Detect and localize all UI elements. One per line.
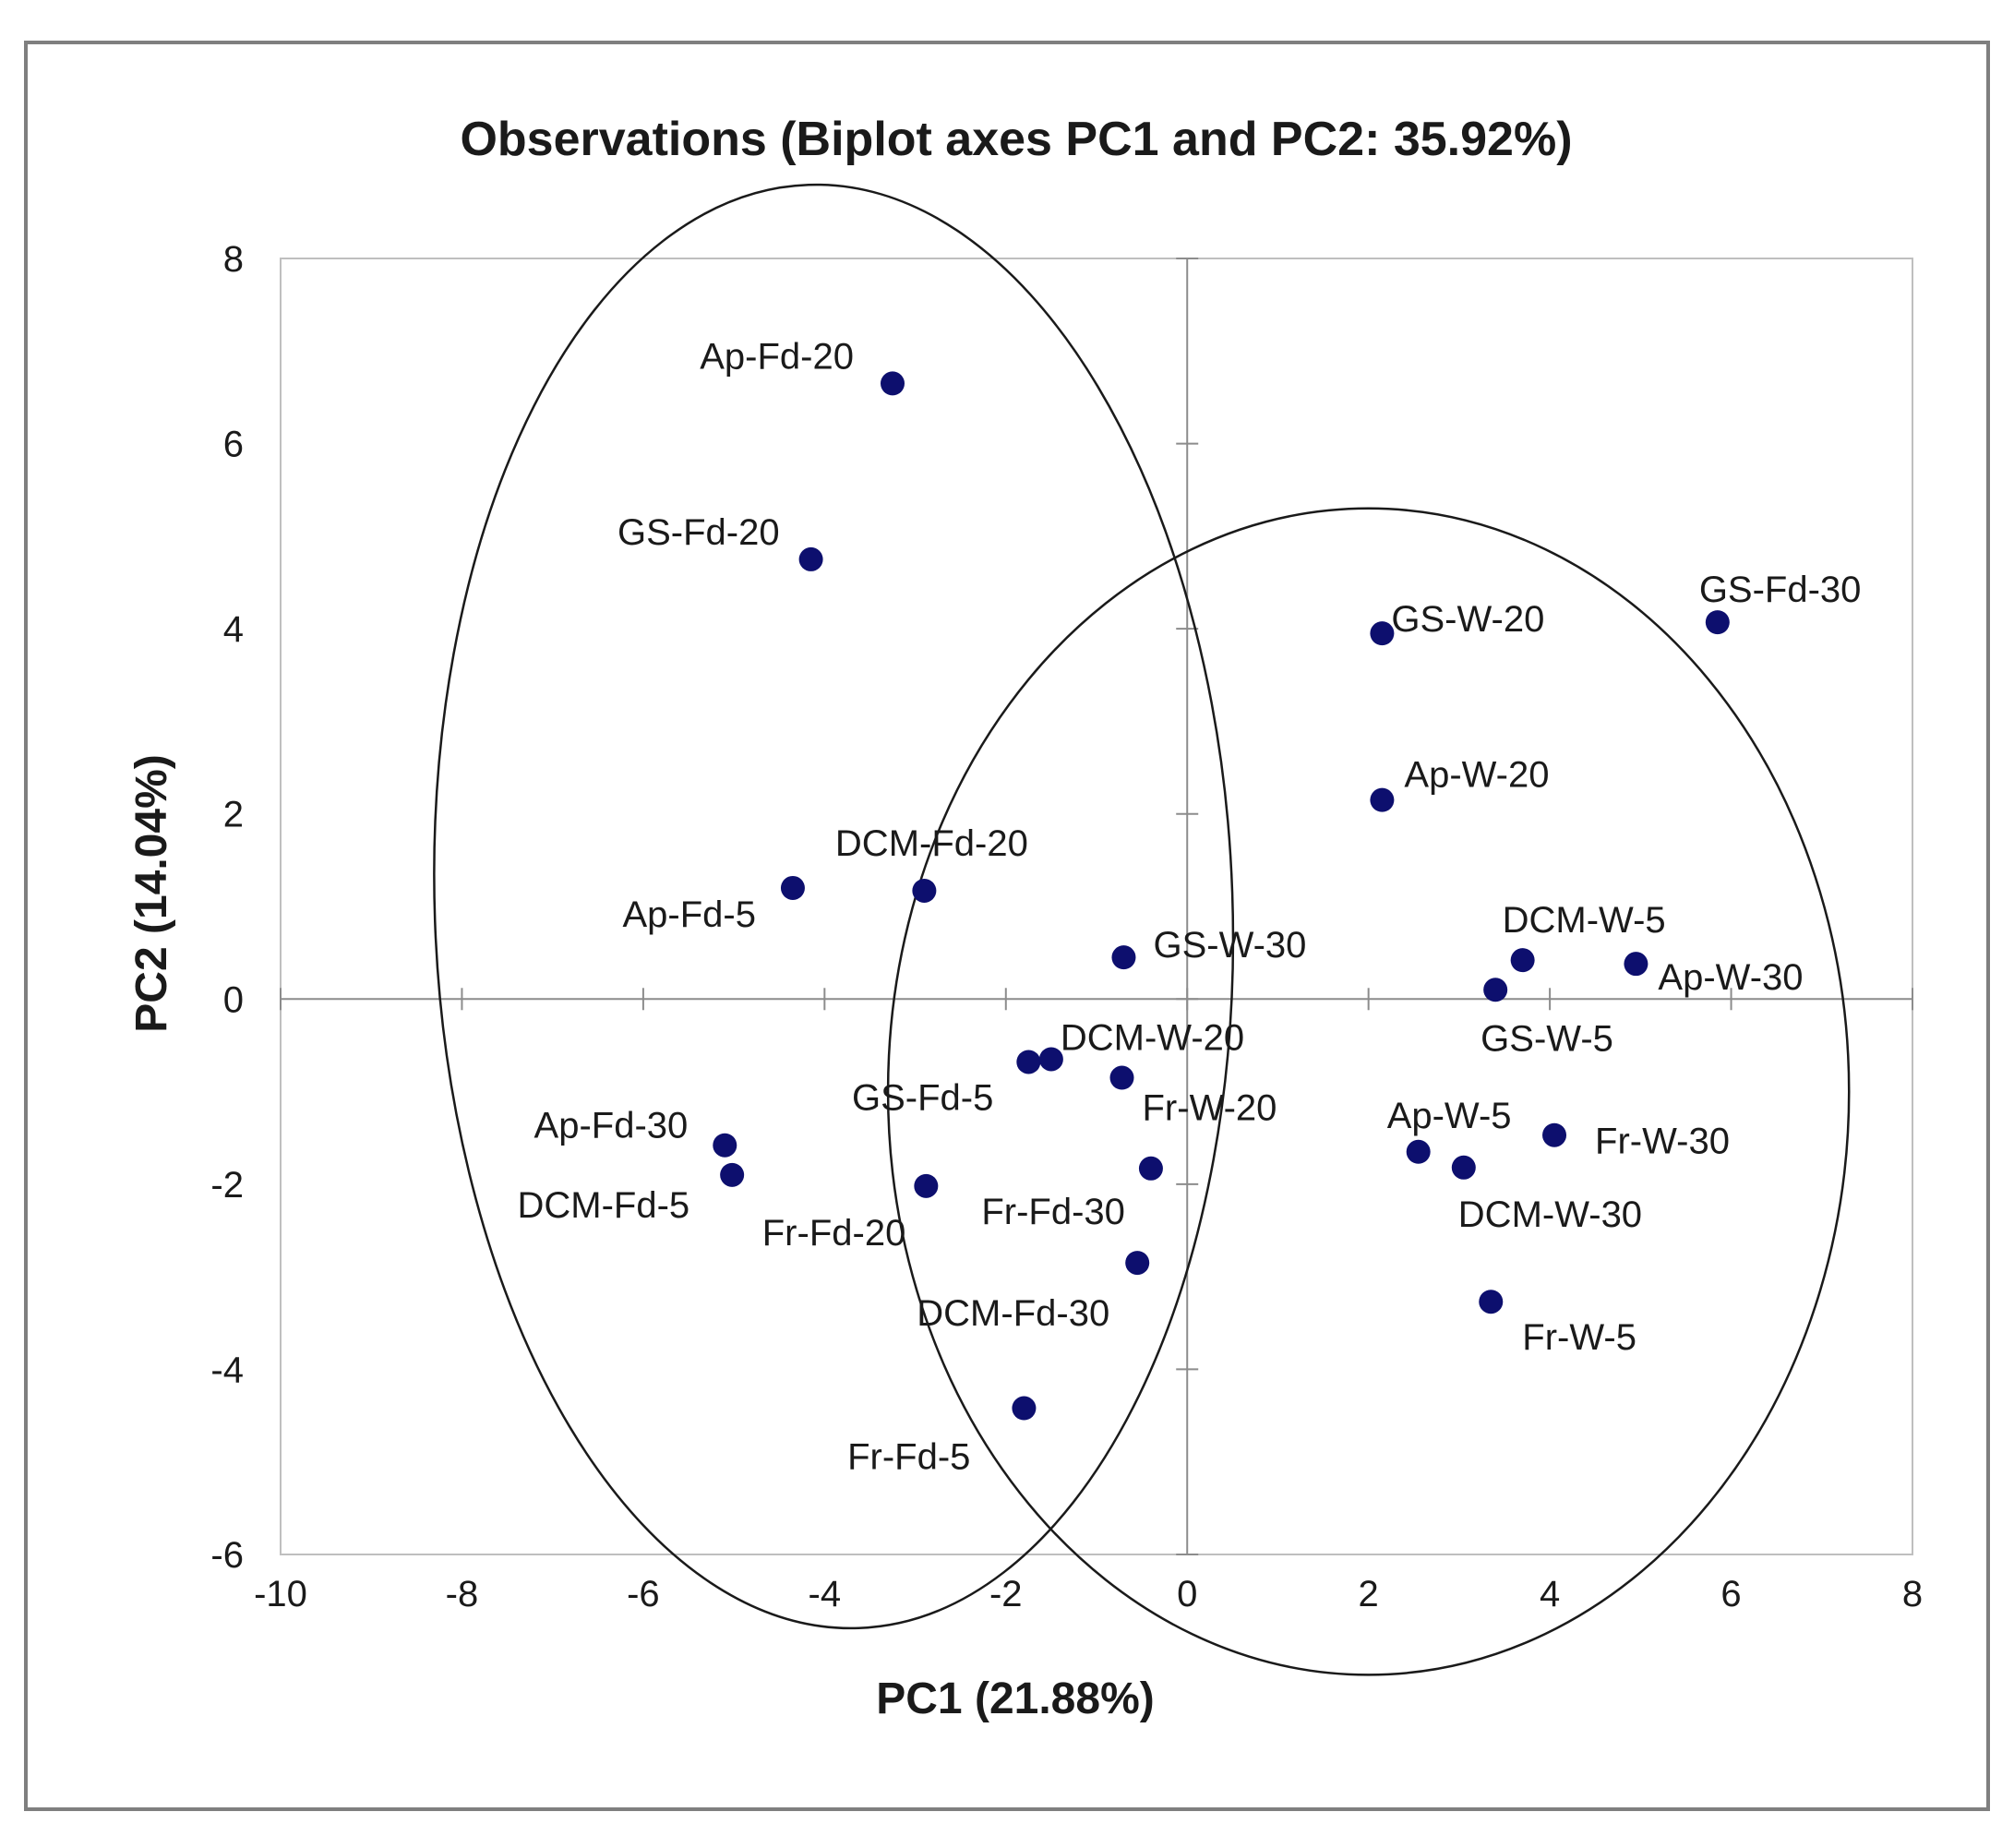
point-label-Fr-Fd-5: Fr-Fd-5 [847,1437,970,1478]
y-tick-label: 6 [223,425,244,465]
scatter-chart: Observations (Biplot axes PC1 and PC2: 3… [127,113,1923,1723]
chart-title: Observations (Biplot axes PC1 and PC2: 3… [460,113,1572,166]
y-axis-title: PC2 (14.04%) [127,754,176,1032]
y-tick-label: -2 [210,1165,244,1206]
point-Fr-W-5 [1479,1290,1504,1314]
x-tick-label: -8 [446,1574,479,1614]
x-tick-label: 6 [1720,1574,1741,1614]
point-label-DCM-W-5: DCM-W-5 [1503,900,1666,941]
point-Ap-W-20 [1370,787,1395,812]
point-label-DCM-W-20: DCM-W-20 [1061,1017,1244,1058]
point-DCM-Fd-20 [912,878,937,903]
point-Ap-Fd-30 [713,1133,737,1158]
point-label-GS-W-20: GS-W-20 [1391,599,1544,640]
point-label-DCM-Fd-30: DCM-Fd-30 [917,1293,1109,1334]
point-label-GS-W-30: GS-W-30 [1153,925,1306,966]
x-axis-title: PC1 (21.88%) [876,1674,1154,1723]
y-tick-label: -6 [210,1535,244,1576]
chart-frame: Observations (Biplot axes PC1 and PC2: 3… [24,41,1990,1811]
point-Fr-W-30 [1542,1122,1567,1147]
point-label-GS-Fd-5: GS-Fd-5 [852,1077,993,1118]
point-label-Fr-W-30: Fr-W-30 [1595,1122,1730,1162]
point-label-DCM-W-30: DCM-W-30 [1458,1194,1642,1235]
point-Fr-Fd-30 [1138,1156,1163,1181]
point-DCM-Fd-30 [1125,1251,1150,1276]
y-tick-label: 8 [223,239,244,280]
x-tick-label: -10 [254,1574,307,1614]
x-tick-label: 0 [1177,1574,1197,1614]
y-tick-label: 4 [223,609,244,650]
point-GS-W-20 [1370,621,1395,646]
point-label-Fr-Fd-30: Fr-Fd-30 [981,1192,1125,1232]
point-label-GS-Fd-20: GS-Fd-20 [617,512,780,553]
point-GS-W-30 [1111,945,1136,970]
point-DCM-W-20 [1038,1047,1063,1072]
x-tick-label: 2 [1359,1574,1379,1614]
point-DCM-W-5 [1510,948,1535,973]
y-tick-label: 2 [223,795,244,835]
x-tick-label: -2 [989,1574,1023,1614]
point-label-Ap-Fd-30: Ap-Fd-30 [534,1106,689,1146]
point-label-DCM-Fd-5: DCM-Fd-5 [517,1185,689,1226]
ellipse-left-group [433,183,1235,1630]
point-Ap-Fd-20 [881,371,905,396]
point-label-Ap-W-5: Ap-W-5 [1387,1096,1512,1136]
point-label-Ap-W-30: Ap-W-30 [1658,957,1803,998]
point-GS-Fd-20 [798,546,823,571]
point-label-Fr-Fd-20: Fr-Fd-20 [762,1213,906,1254]
point-label-Ap-W-20: Ap-W-20 [1404,755,1549,796]
point-Fr-Fd-5 [1012,1396,1037,1421]
point-Fr-Fd-20 [914,1173,939,1198]
point-label-Ap-Fd-20: Ap-Fd-20 [700,336,854,377]
point-Ap-W-30 [1624,952,1648,977]
point-Fr-W-20 [1109,1065,1134,1090]
point-label-GS-Fd-30: GS-Fd-30 [1699,570,1862,610]
point-DCM-W-30 [1451,1155,1476,1180]
ellipse-right-group [886,507,1851,1676]
y-tick-label: 0 [223,979,244,1020]
point-Ap-Fd-5 [780,875,805,900]
point-GS-W-5 [1483,978,1508,1002]
plot-area [280,258,1913,1555]
y-tick-label: -4 [210,1350,244,1390]
point-label-DCM-Fd-20: DCM-Fd-20 [835,823,1028,864]
x-tick-label: 4 [1540,1574,1560,1614]
x-tick-label: -4 [809,1574,842,1614]
point-label-Fr-W-20: Fr-W-20 [1143,1088,1277,1129]
point-Ap-W-5 [1406,1139,1431,1164]
point-label-GS-W-5: GS-W-5 [1481,1018,1613,1059]
point-GS-Fd-5 [1016,1050,1041,1074]
x-tick-label: -6 [627,1574,660,1614]
point-GS-Fd-30 [1705,610,1730,635]
point-DCM-Fd-5 [720,1162,745,1187]
point-label-Ap-Fd-5: Ap-Fd-5 [622,894,756,935]
x-tick-label: 8 [1902,1574,1923,1614]
point-label-Fr-W-5: Fr-W-5 [1522,1317,1636,1358]
